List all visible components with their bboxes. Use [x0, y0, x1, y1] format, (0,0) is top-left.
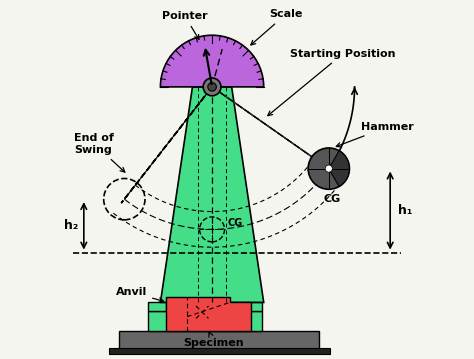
Polygon shape	[148, 302, 166, 311]
Text: h₁: h₁	[398, 204, 412, 217]
Polygon shape	[119, 331, 319, 349]
Text: End of
Swing: End of Swing	[74, 133, 125, 172]
Text: CG: CG	[324, 194, 341, 204]
Polygon shape	[148, 311, 262, 331]
Text: h₂: h₂	[64, 219, 79, 232]
Text: Anvil: Anvil	[116, 287, 164, 302]
Polygon shape	[208, 84, 333, 172]
Circle shape	[325, 165, 332, 172]
Text: Pointer: Pointer	[162, 11, 208, 39]
Circle shape	[208, 83, 216, 91]
Wedge shape	[329, 151, 349, 187]
Text: Scale: Scale	[251, 9, 302, 45]
Polygon shape	[160, 87, 264, 302]
Circle shape	[308, 148, 349, 189]
Polygon shape	[109, 348, 329, 354]
Text: Hammer: Hammer	[336, 122, 414, 147]
Polygon shape	[166, 297, 251, 331]
Polygon shape	[230, 302, 262, 311]
Wedge shape	[160, 35, 264, 87]
Text: CG: CG	[227, 218, 242, 228]
Text: Starting Position: Starting Position	[268, 48, 396, 116]
Text: Specimen: Specimen	[183, 332, 244, 348]
Circle shape	[203, 78, 221, 96]
